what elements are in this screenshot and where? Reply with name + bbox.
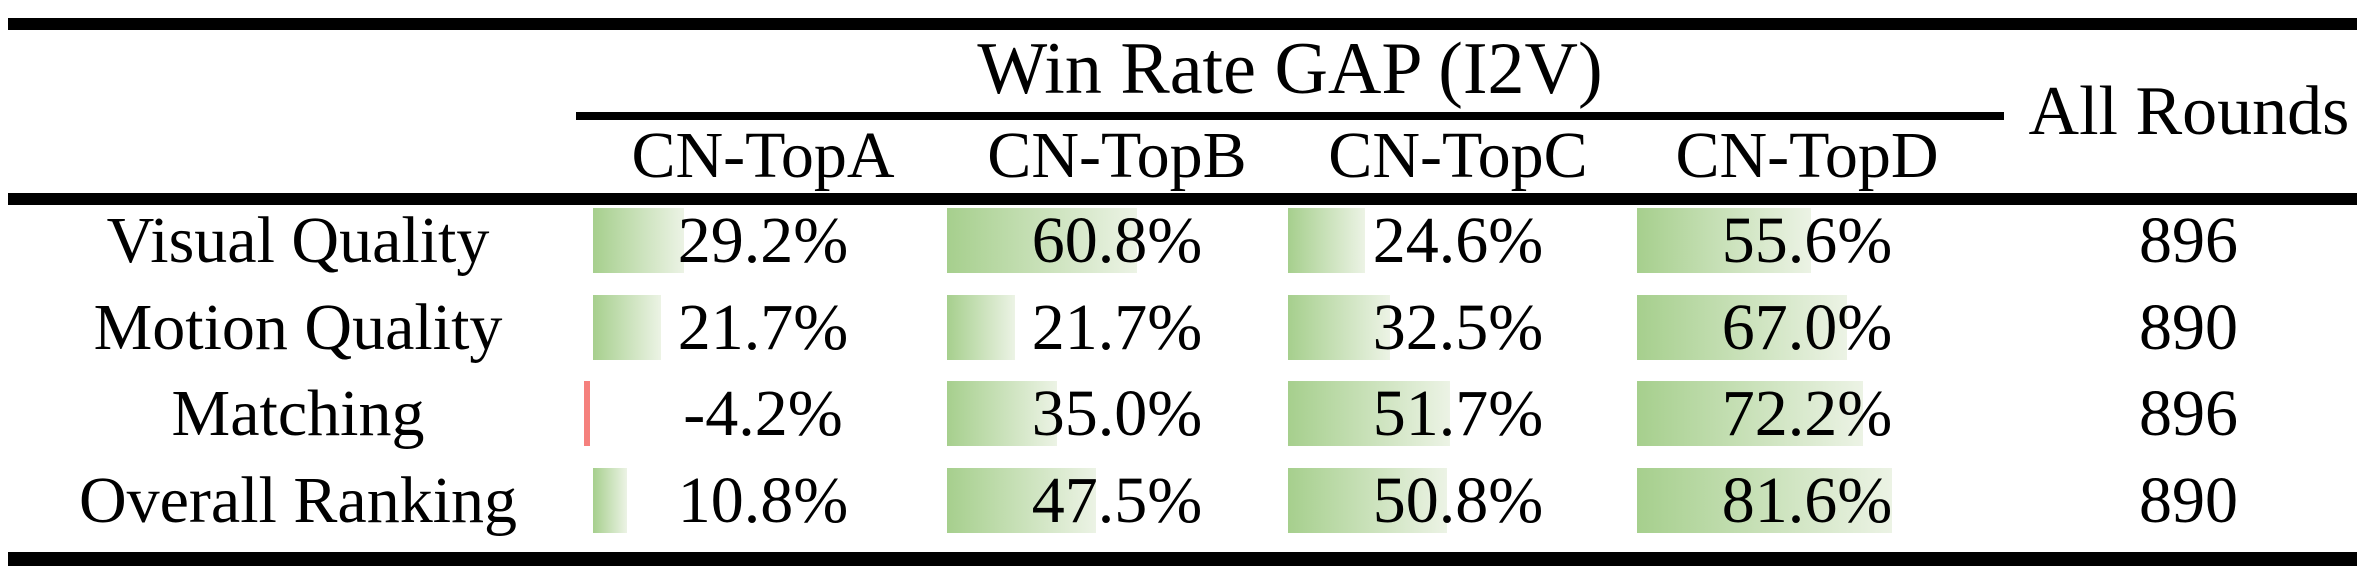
win-rate-value: 67.0% bbox=[1721, 290, 1893, 364]
win-rate-value: 32.5% bbox=[1372, 290, 1544, 364]
row-label: Visual Quality bbox=[106, 203, 490, 277]
win-rate-value: 29.2% bbox=[677, 203, 849, 277]
win-rate-value: 72.2% bbox=[1721, 376, 1893, 450]
win-rate-bar bbox=[1288, 468, 1447, 533]
header-separator-rule bbox=[8, 193, 2357, 205]
column-header-cn-topc: CN-TopC bbox=[1328, 118, 1588, 192]
win-rate-bar bbox=[1637, 208, 1811, 273]
win-rate-bar bbox=[1288, 295, 1390, 360]
win-rate-value: 47.5% bbox=[1031, 463, 1203, 537]
all-rounds-value: 896 bbox=[2139, 376, 2238, 450]
column-header-cn-topb: CN-TopB bbox=[987, 118, 1247, 192]
win-rate-cell: 32.5% bbox=[1288, 291, 1628, 364]
win-rate-value: 81.6% bbox=[1721, 463, 1893, 537]
win-rate-bar bbox=[947, 208, 1138, 273]
table-top-rule bbox=[8, 18, 2357, 30]
win-rate-bar-negative bbox=[584, 381, 590, 446]
column-header-all-rounds: All Rounds bbox=[2028, 72, 2350, 150]
win-rate-bar bbox=[1637, 295, 1847, 360]
row-label: Matching bbox=[171, 376, 425, 450]
win-rate-value: 51.7% bbox=[1372, 376, 1544, 450]
win-rate-value: 50.8% bbox=[1372, 463, 1544, 537]
win-rate-bar bbox=[593, 295, 661, 360]
win-rate-bar bbox=[947, 381, 1057, 446]
win-rate-cell: 67.0% bbox=[1637, 291, 1977, 364]
win-rate-value: 21.7% bbox=[1031, 290, 1203, 364]
win-rate-bar bbox=[593, 208, 685, 273]
win-rate-cell: 35.0% bbox=[947, 377, 1287, 450]
table-row-matching: Matching -4.2% 35.0% 51.7% 72.2% 896 bbox=[0, 376, 2374, 465]
all-rounds-value: 890 bbox=[2139, 290, 2238, 364]
column-header-cn-topd: CN-TopD bbox=[1675, 118, 1939, 192]
win-rate-value: 10.8% bbox=[677, 463, 849, 537]
table-row-overall-ranking: Overall Ranking 10.8% 47.5% 50.8% 81.6% … bbox=[0, 463, 2374, 552]
win-rate-value: -4.2% bbox=[683, 376, 843, 450]
win-rate-cell: 51.7% bbox=[1288, 377, 1628, 450]
win-rate-cell: 72.2% bbox=[1637, 377, 1977, 450]
win-rate-cell: 60.8% bbox=[947, 204, 1287, 277]
win-rate-cell: 24.6% bbox=[1288, 204, 1628, 277]
win-rate-cell: 10.8% bbox=[593, 464, 933, 537]
win-rate-bar bbox=[1637, 381, 1863, 446]
table-bottom-rule bbox=[8, 552, 2357, 566]
win-rate-cell: 55.6% bbox=[1637, 204, 1977, 277]
table-row-motion-quality: Motion Quality 21.7% 21.7% 32.5% 67.0% 8… bbox=[0, 290, 2374, 379]
win-rate-bar bbox=[947, 295, 1015, 360]
column-header-cn-topa: CN-TopA bbox=[631, 118, 895, 192]
title-underline-rule bbox=[576, 112, 2004, 120]
row-label: Overall Ranking bbox=[78, 463, 518, 537]
win-rate-value: 24.6% bbox=[1372, 203, 1544, 277]
win-rate-value: 21.7% bbox=[677, 290, 849, 364]
win-rate-cell: 21.7% bbox=[947, 291, 1287, 364]
win-rate-bar bbox=[947, 468, 1096, 533]
win-rate-value: 60.8% bbox=[1031, 203, 1203, 277]
win-rate-cell: 21.7% bbox=[593, 291, 933, 364]
win-rate-bar bbox=[1288, 208, 1365, 273]
win-rate-cell: 50.8% bbox=[1288, 464, 1628, 537]
row-label: Motion Quality bbox=[93, 290, 503, 364]
win-rate-cell: -4.2% bbox=[584, 377, 933, 450]
win-rate-cell: 81.6% bbox=[1637, 464, 1977, 537]
win-rate-bar bbox=[1288, 381, 1450, 446]
win-rate-cell: 29.2% bbox=[593, 204, 933, 277]
win-rate-value: 55.6% bbox=[1721, 203, 1893, 277]
all-rounds-value: 896 bbox=[2139, 203, 2238, 277]
win-rate-value: 35.0% bbox=[1031, 376, 1203, 450]
win-rate-bar bbox=[593, 468, 627, 533]
table-row-visual-quality: Visual Quality 29.2% 60.8% 24.6% 55.6% 8… bbox=[0, 203, 2374, 292]
table-title: Win Rate GAP (I2V) bbox=[977, 27, 1603, 110]
win-rate-cell: 47.5% bbox=[947, 464, 1287, 537]
win-rate-bar bbox=[1637, 468, 1893, 533]
all-rounds-value: 890 bbox=[2139, 463, 2238, 537]
